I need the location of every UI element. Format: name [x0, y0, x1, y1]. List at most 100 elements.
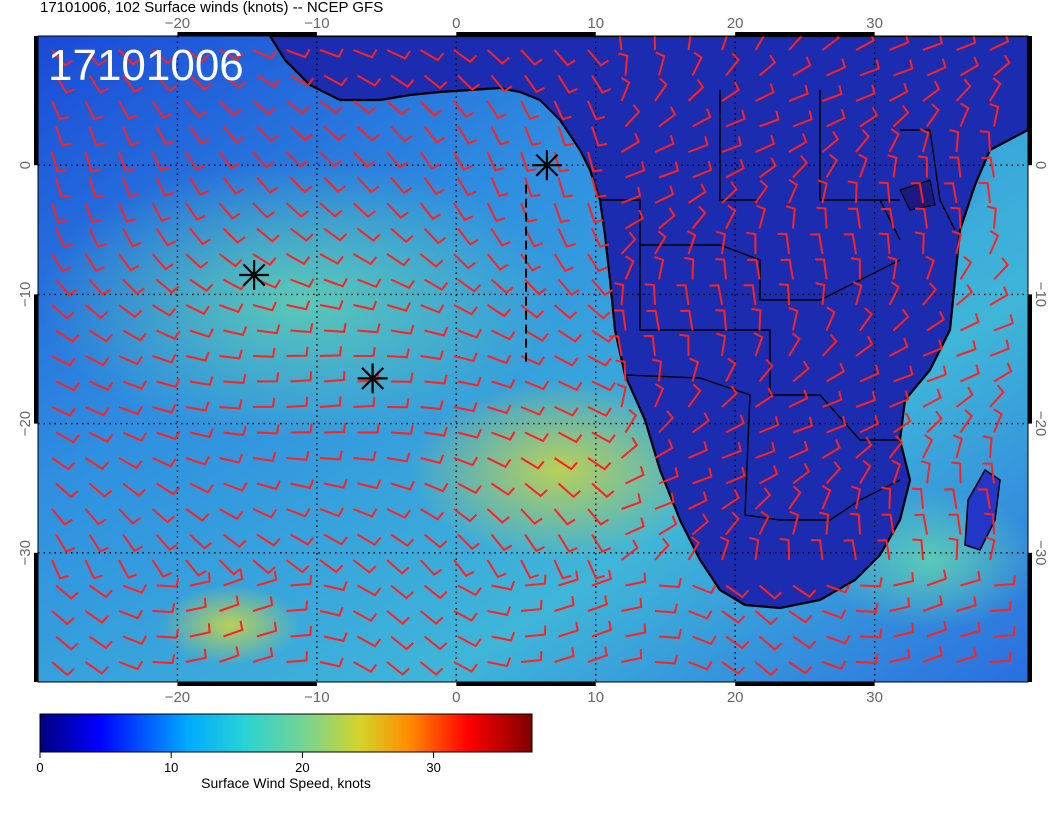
wind-barb: [691, 412, 710, 434]
wind-barb: [587, 508, 609, 526]
wind-barb: [352, 151, 376, 168]
wind-barb: [944, 488, 958, 510]
wind-barb: [84, 202, 102, 223]
wind-barb: [859, 414, 880, 434]
wind-barb: [420, 304, 445, 314]
wind-barb: [825, 362, 846, 383]
wind-barb: [557, 74, 578, 94]
wind-barb: [892, 104, 910, 128]
wind-barb: [185, 49, 210, 63]
wind-barb: [654, 492, 675, 510]
wind-barb: [185, 401, 210, 412]
wind-barb: [486, 202, 506, 223]
wind-barb: [922, 388, 942, 408]
wind-barb: [926, 58, 947, 77]
wind-barb: [223, 620, 244, 638]
frame-segment: [34, 294, 38, 424]
lon-tick-label: −20: [165, 15, 190, 32]
wind-barb: [223, 482, 248, 492]
wind-barb: [658, 106, 677, 128]
wind-barb: [922, 339, 943, 357]
wind-barb: [687, 183, 707, 204]
wind-barb: [356, 533, 382, 547]
wind-barb: [155, 278, 180, 294]
wind-barb: [956, 596, 977, 612]
wind-barb: [614, 309, 627, 331]
wind-barb: [609, 335, 623, 357]
wind-barb: [625, 623, 647, 638]
wind-barb: [893, 623, 915, 638]
wind-barb: [490, 278, 514, 295]
wind-barb: [256, 176, 279, 194]
wind-barb: [423, 125, 446, 144]
wind-barb: [252, 202, 275, 219]
wind-field-patch: [160, 585, 300, 665]
wind-barb: [84, 49, 107, 67]
wind-barb: [618, 52, 629, 76]
map-frame: [34, 32, 1032, 686]
wind-barb: [755, 83, 775, 102]
wind-barb: [960, 621, 981, 638]
wind-barb: [859, 628, 883, 639]
wind-barb: [156, 378, 181, 389]
wind-barb: [419, 610, 444, 625]
wind-barb: [390, 324, 415, 335]
wind-barb: [893, 572, 915, 587]
wind-barb: [779, 537, 790, 561]
wind-barb: [223, 326, 248, 336]
wind-barb: [587, 595, 608, 612]
wind-barb: [658, 467, 679, 485]
wind-barb: [591, 533, 611, 553]
wind-barb: [912, 487, 924, 510]
wind-barb: [620, 437, 639, 459]
wind-barb: [982, 462, 995, 484]
wind-barb: [692, 160, 713, 179]
wind-barb: [419, 202, 442, 221]
wind-barb: [687, 536, 700, 561]
wind-barb: [654, 439, 674, 459]
wind-barb: [956, 340, 977, 357]
wind-barb: [189, 572, 211, 587]
wind-barb: [825, 153, 839, 179]
wind-barb: [587, 151, 603, 173]
wind-barb: [51, 661, 75, 677]
wind-barb: [524, 278, 547, 296]
wind-barb: [643, 334, 656, 357]
wind-barb: [122, 482, 147, 497]
wind-barb: [878, 181, 891, 204]
lon-tick-label: 10: [587, 15, 604, 32]
wind-barb: [122, 380, 147, 390]
wind-barb: [520, 151, 537, 173]
wind-barb: [959, 102, 970, 127]
wind-barb: [319, 657, 344, 668]
wind-barb: [658, 628, 682, 640]
wind-barb: [687, 79, 705, 102]
wind-barb: [223, 426, 247, 437]
wind-barb: [554, 647, 575, 663]
wind-barb: [822, 390, 843, 408]
colorbar-gradient: [39, 713, 533, 753]
wind-barb: [84, 100, 103, 121]
wind-barb: [688, 491, 708, 510]
wind-barb: [185, 597, 207, 612]
wind-barb: [654, 654, 678, 665]
wind-barb: [453, 100, 475, 119]
wind-barb: [319, 253, 344, 265]
wind-barb: [222, 227, 246, 244]
wind-barb: [917, 155, 928, 178]
wind-barb: [624, 408, 638, 434]
wind-barb: [959, 56, 979, 77]
wind-barb: [189, 176, 209, 196]
wind-barb: [520, 304, 544, 319]
wind-barb: [319, 300, 344, 311]
wind-barb: [419, 508, 445, 521]
wind-barb: [859, 307, 873, 332]
wind-barb: [557, 126, 574, 147]
wind-barb: [952, 434, 963, 459]
wind-barb: [591, 620, 612, 638]
wind-barb: [457, 177, 477, 197]
wind-barb: [155, 227, 177, 247]
wind-barb: [759, 415, 780, 434]
wind-barb: [457, 428, 482, 439]
wind-barb: [955, 78, 972, 102]
